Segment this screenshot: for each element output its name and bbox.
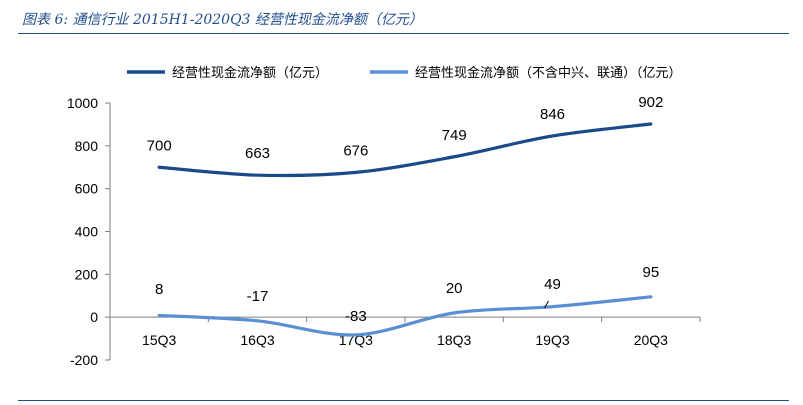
data-label-s1: 676	[343, 142, 368, 159]
y-tick-label: -200	[70, 352, 98, 368]
y-tick-label: 400	[75, 224, 99, 240]
data-label-s2: 49	[544, 276, 561, 293]
x-tick-label: 20Q3	[634, 332, 668, 348]
x-axis: 15Q3 16Q3 17Q3 18Q3 19Q3 20Q3	[109, 316, 701, 348]
y-tick-label: 600	[75, 181, 99, 197]
data-label-s2: -17	[247, 288, 269, 305]
data-label-s2: -83	[345, 308, 367, 325]
data-labels: 700 663 676 749 846 902 8 -17 -83 20 49 95	[147, 94, 664, 325]
data-label-s1: 663	[245, 145, 270, 162]
data-label-s1: 700	[147, 137, 172, 154]
legend-label-2: 经营性现金流净额（不含中兴、联通）（亿元）	[415, 65, 682, 81]
leader-line	[544, 300, 549, 309]
x-tick-label: 18Q3	[437, 332, 471, 348]
data-label-s1: 846	[540, 106, 565, 123]
top-rule	[18, 33, 789, 34]
y-tick-label: 1000	[67, 95, 98, 111]
data-label-s2: 8	[155, 281, 163, 298]
x-tick-label: 16Q3	[240, 332, 274, 348]
x-tick-label: 15Q3	[142, 332, 176, 348]
x-tick-label: 19Q3	[535, 332, 569, 348]
figure-caption: 图表 6: 通信行业 2015H1-2020Q3 经营性现金流净额（亿元）	[22, 12, 423, 28]
y-tick-label: 200	[75, 266, 99, 282]
legend: 经营性现金流净额（亿元） 经营性现金流净额（不含中兴、联通）（亿元）	[127, 65, 682, 81]
series-line-1	[157, 122, 653, 178]
data-label-s2: 20	[446, 280, 463, 297]
data-label-s1: 902	[638, 94, 663, 111]
bottom-rule	[18, 400, 789, 401]
y-tick-label: 0	[90, 309, 98, 325]
series-line-2	[157, 295, 653, 337]
y-axis: -200 0 200 400 600 800 1000	[67, 95, 111, 368]
legend-label-1: 经营性现金流净额（亿元）	[172, 65, 328, 81]
y-tick-label: 800	[75, 138, 99, 154]
data-label-s2: 95	[642, 264, 659, 281]
series-group	[157, 122, 653, 337]
data-label-s1: 749	[442, 127, 467, 144]
